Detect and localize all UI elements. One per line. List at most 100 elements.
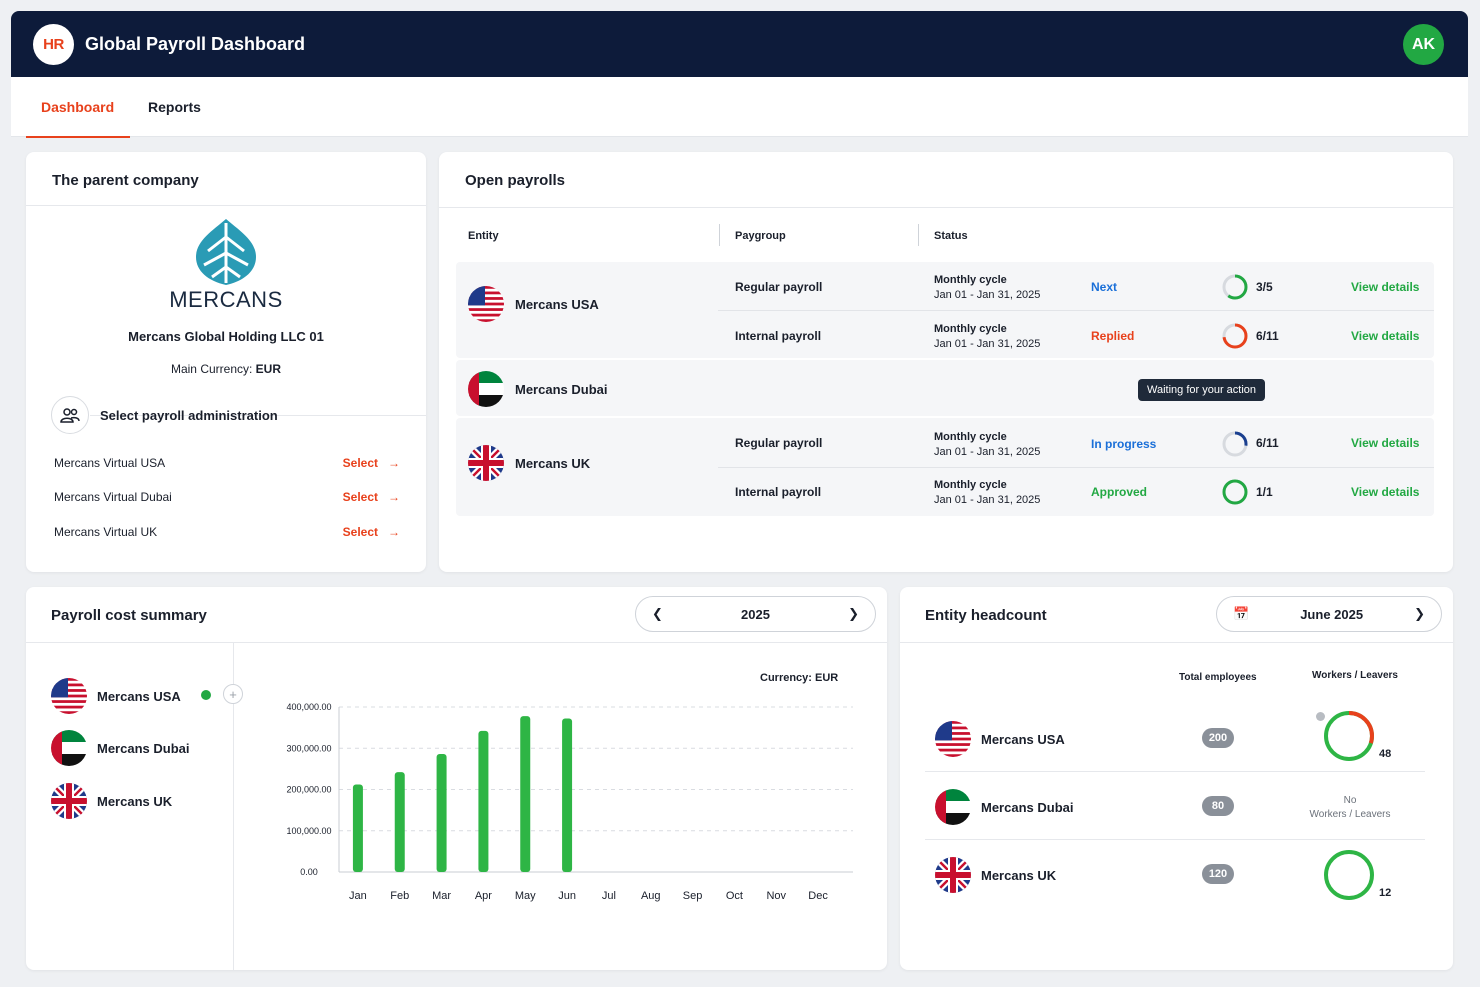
total-employees-badge: 200 [1202, 728, 1234, 748]
progress-count: 3/5 [1256, 280, 1273, 294]
period-value: June 2025 [1300, 606, 1364, 622]
cycle-info: Monthly cycle Jan 01 - Jan 31, 2025 [934, 323, 1041, 350]
us-flag-icon [51, 678, 87, 714]
select-button[interactable]: Select → [342, 525, 400, 539]
mercans-logo-text: MERCANS [169, 287, 283, 312]
parent-company-title: The parent company [52, 172, 199, 189]
select-button[interactable]: Select → [342, 456, 400, 470]
legend-usa[interactable]: Mercans USA [51, 678, 181, 714]
tab-bar: Dashboard Reports [11, 77, 1468, 138]
bar-feb [394, 772, 405, 872]
bar-jan [352, 784, 363, 872]
chevron-left-icon[interactable]: ❮ [652, 606, 663, 621]
total-employees-badge: 120 [1202, 864, 1234, 884]
no-workers-label: No Workers / Leavers [1309, 795, 1391, 820]
tab-dashboard[interactable]: Dashboard [25, 77, 131, 138]
uk-flag-icon [51, 783, 87, 819]
headcount-title: Entity headcount [925, 607, 1047, 624]
admin-title: Select payroll administration [100, 408, 278, 423]
period-selector: 📅 June 2025 ❯ [1216, 596, 1442, 632]
waiting-tooltip: Waiting for your action [1138, 379, 1266, 401]
year-selector: ❮ 2025 ❯ [635, 596, 876, 632]
header-status: Status [934, 230, 968, 242]
year-value: 2025 [741, 606, 770, 622]
paygroup-name: Internal payroll [735, 329, 822, 343]
cost-summary-title: Payroll cost summary [51, 607, 207, 624]
admin-row: Mercans Virtual Dubai Select → [54, 490, 400, 504]
x-tick-label: Aug [641, 890, 661, 902]
status-label: Replied [1091, 329, 1135, 343]
cycle-info: Monthly cycle Jan 01 - Jan 31, 2025 [934, 274, 1041, 301]
arrow-right-icon: → [388, 525, 400, 539]
x-tick-label: Apr [475, 890, 492, 902]
view-details-link[interactable]: View details [1351, 329, 1420, 343]
hr-logo: HR [33, 23, 74, 65]
x-tick-label: Nov [766, 890, 786, 902]
y-tick-label: 100,000.00 [286, 826, 331, 836]
admin-row: Mercans Virtual UK Select → [54, 525, 400, 539]
col-total-employees: Total employees [1179, 672, 1257, 683]
view-details-link[interactable]: View details [1351, 436, 1420, 450]
col-workers-leavers: Workers / Leavers [1312, 670, 1398, 681]
app-title: Global Payroll Dashboard [85, 33, 306, 54]
user-avatar[interactable]: AK [1403, 24, 1444, 65]
view-details-link[interactable]: View details [1351, 485, 1420, 499]
legend-uk[interactable]: Mercans UK [51, 783, 172, 819]
progress-count: 6/11 [1256, 329, 1279, 343]
y-tick-label: 0.00 [300, 867, 318, 877]
uae-flag-icon [51, 730, 87, 766]
progress-ring [1222, 479, 1248, 505]
paygroup-name: Regular payroll [735, 436, 823, 450]
headcount-row-uk: Mercans UK [935, 857, 1056, 893]
workers-leavers-ring [1324, 850, 1374, 900]
payroll-cost-card: Payroll cost summary ❮ 2025 ❯ Mercans US… [26, 587, 887, 970]
select-button[interactable]: Select → [342, 490, 400, 504]
y-tick-label: 400,000.00 [286, 702, 331, 712]
status-label: In progress [1091, 437, 1157, 451]
y-tick-label: 200,000.00 [286, 785, 331, 795]
x-tick-label: Sep [683, 890, 703, 902]
paygroup-name: Regular payroll [735, 280, 823, 294]
entity-block-usa [456, 262, 1434, 358]
total-employees-badge: 80 [1202, 796, 1234, 816]
arrow-right-icon: → [388, 456, 400, 470]
currency-value: EUR [255, 362, 282, 376]
view-details-link[interactable]: View details [1351, 280, 1420, 294]
add-icon[interactable]: + [223, 684, 243, 704]
y-tick-label: 300,000.00 [286, 743, 331, 753]
progress-ring [1222, 323, 1248, 349]
mercans-logo-icon [196, 219, 256, 285]
legend-dubai[interactable]: Mercans Dubai [51, 730, 189, 766]
x-tick-label: Jul [602, 890, 616, 902]
uae-flag-icon [935, 789, 971, 825]
bar-apr [478, 730, 489, 872]
status-label: Next [1091, 280, 1118, 294]
x-tick-label: May [515, 890, 536, 902]
x-tick-label: Jun [558, 890, 576, 902]
currency-label: Currency: EUR [760, 672, 839, 684]
leavers-count: 48 [1379, 748, 1392, 760]
uk-flag-icon [468, 445, 504, 481]
cycle-info: Monthly cycle Jan 01 - Jan 31, 2025 [934, 479, 1041, 506]
entity-block-dubai [456, 360, 1434, 416]
cost-bar-chart: 400,000.00 300,000.00 200,000.00 100,000.00… [286, 702, 853, 902]
cycle-info: Monthly cycle Jan 01 - Jan 31, 2025 [934, 431, 1041, 458]
bar-jun [562, 718, 573, 872]
indicator-dot-icon [1316, 712, 1325, 721]
open-payrolls-card: Open payrolls Entity Paygroup Status Mer… [439, 152, 1453, 572]
us-flag-icon [468, 286, 504, 322]
progress-ring [1222, 274, 1248, 300]
arrow-right-icon: → [388, 490, 400, 504]
admin-entity-name: Mercans Virtual USA [54, 456, 166, 470]
progress-count: 1/1 [1256, 485, 1273, 499]
chevron-right-icon[interactable]: ❯ [848, 606, 859, 621]
admin-entity-name: Mercans Virtual Dubai [54, 490, 172, 504]
bar-mar [436, 754, 447, 872]
admin-row: Mercans Virtual USA Select → [54, 456, 400, 470]
entity-block-uk [456, 418, 1434, 516]
chevron-right-icon[interactable]: ❯ [1414, 606, 1425, 621]
admin-users-icon [51, 396, 89, 434]
tab-reports[interactable]: Reports [148, 99, 201, 115]
x-tick-label: Feb [390, 890, 409, 902]
calendar-icon[interactable]: 📅 [1233, 606, 1250, 621]
